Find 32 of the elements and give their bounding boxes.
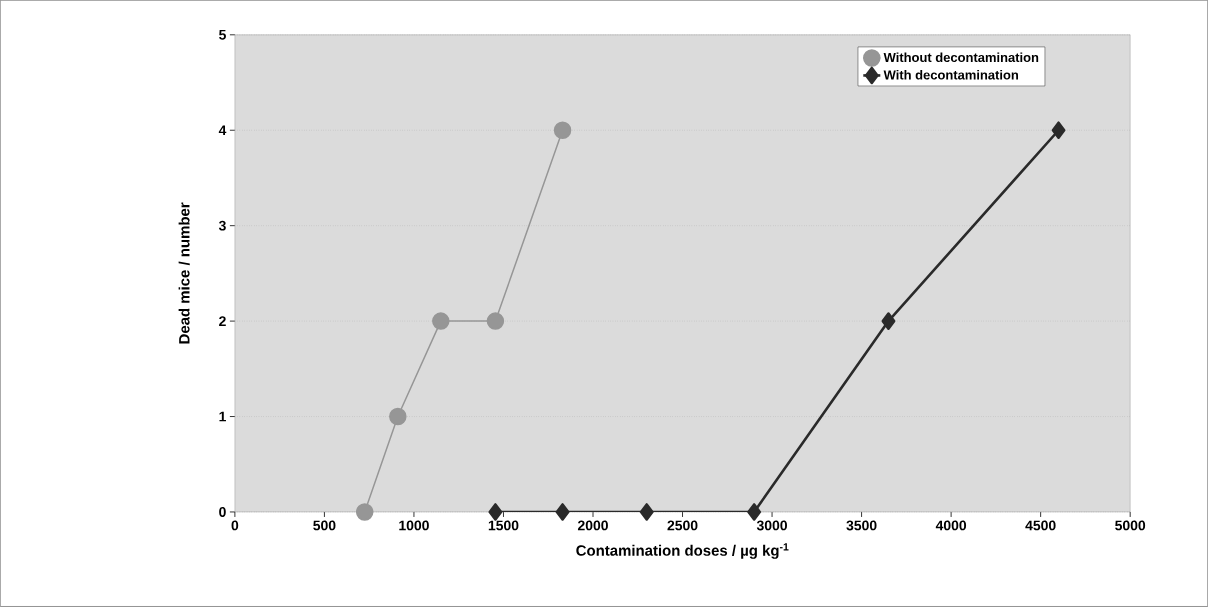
point — [432, 312, 450, 330]
y-axis-title: Dead mice / number — [178, 202, 190, 344]
x-tick-label: 1500 — [488, 520, 519, 531]
x-tick-label: 2000 — [577, 520, 608, 531]
y-tick-label: 4 — [218, 125, 227, 136]
point — [555, 503, 570, 521]
x-tick-label: 3500 — [846, 520, 877, 531]
point — [1051, 121, 1066, 140]
x-tick-label: 1000 — [399, 520, 429, 531]
point — [553, 121, 572, 140]
y-tick-label: 3 — [218, 220, 226, 231]
legend-label: Without decontamination — [883, 52, 1039, 63]
x-tick-label: 500 — [313, 520, 336, 531]
y-tick-label: 2 — [219, 316, 226, 327]
point — [355, 503, 374, 521]
x-tick-label: 4000 — [935, 520, 967, 531]
x-tick-label: 5000 — [1115, 520, 1146, 531]
y-tick-label: 0 — [219, 507, 226, 517]
legend-label: With decontamination — [883, 70, 1018, 80]
point — [881, 312, 896, 330]
point — [488, 503, 503, 521]
x-tick-label: 4500 — [1025, 520, 1056, 531]
x-axis-title: Contamination doses / µg kg$^{-1}$ — [576, 543, 789, 559]
point — [486, 312, 505, 330]
point — [639, 503, 654, 521]
point — [389, 407, 407, 426]
point — [747, 503, 762, 521]
y-tick-label: 1 — [219, 411, 226, 422]
x-tick-label: 0 — [231, 520, 239, 531]
y-tick-label: 5 — [219, 30, 226, 40]
x-tick-label: 2500 — [667, 520, 698, 531]
x-tick-label: 3000 — [756, 520, 787, 531]
